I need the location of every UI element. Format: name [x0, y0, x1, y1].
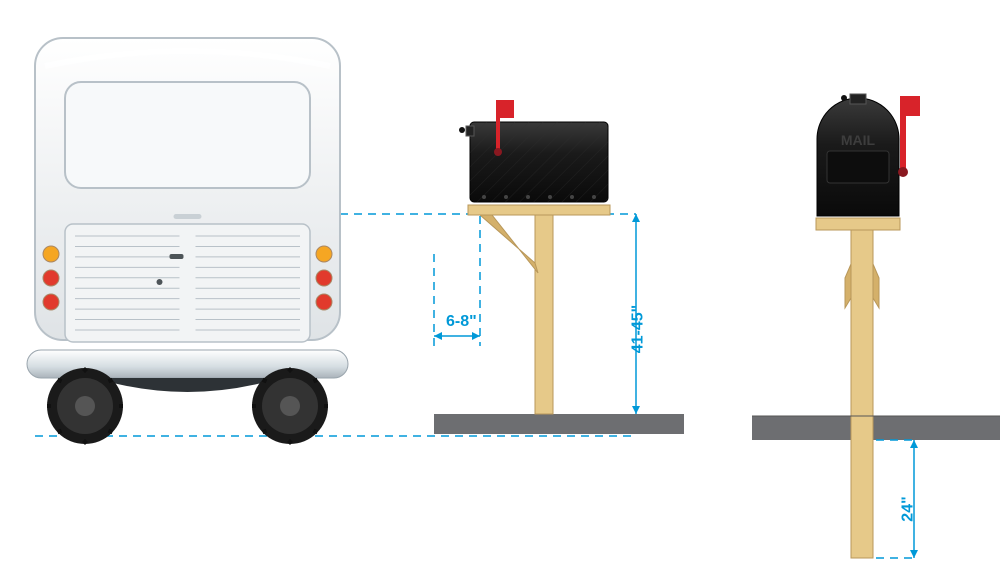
- dim-height-label: 41-45": [629, 305, 647, 354]
- diagram-canvas: MAIL: [0, 0, 1000, 583]
- dim-depth-label: 24": [900, 496, 918, 521]
- dim-setback-label: 6-8": [446, 313, 477, 331]
- svg-text:MAIL: MAIL: [841, 132, 876, 148]
